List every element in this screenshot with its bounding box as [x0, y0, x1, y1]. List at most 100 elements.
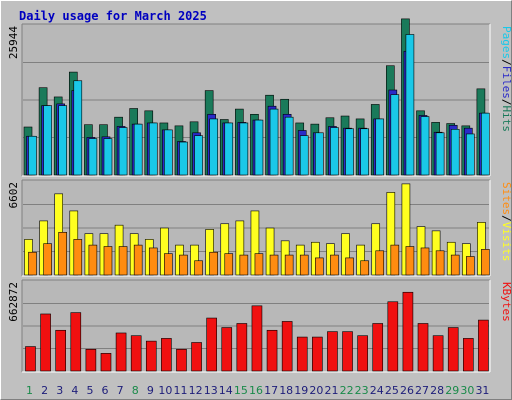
kbytes-panel: 662872 KBytes: [7, 279, 512, 373]
kbytes-bar: [312, 336, 323, 372]
kbytes-bar: [236, 323, 248, 372]
visits-panel-legend: Sites/Visits: [500, 182, 512, 262]
chart-title: Daily usage for March 2025: [19, 9, 207, 23]
day-label: 10: [158, 384, 172, 397]
day-label: 22: [340, 384, 354, 397]
day-label: 14: [219, 384, 233, 397]
kbytes-bar: [55, 329, 66, 372]
day-label: 29: [445, 384, 459, 397]
hits-panel-max-label: 25944: [7, 26, 20, 59]
kbytes-bar: [85, 348, 97, 372]
pages-bar: [239, 122, 249, 176]
sites-bar: [28, 251, 37, 276]
pages-bar: [148, 122, 158, 176]
kbytes-bar: [191, 342, 202, 372]
legend-item: KBytes: [500, 282, 512, 322]
pages-bar: [405, 34, 415, 176]
legend-item: /: [500, 99, 512, 106]
sites-bar: [269, 254, 279, 276]
hits-panel-legend: Pages/Files/Hits: [500, 26, 512, 132]
legend-item: Hits: [500, 106, 512, 133]
pages-bar: [179, 141, 188, 176]
legend-item: /: [500, 59, 512, 66]
sites-bar: [209, 251, 218, 276]
day-label: 15: [234, 384, 248, 397]
kbytes-bar: [221, 327, 233, 372]
pages-bar: [375, 118, 385, 176]
pages-bar: [194, 135, 203, 176]
sites-bar: [224, 253, 234, 276]
sites-bar: [420, 247, 430, 276]
pages-bar: [466, 133, 475, 176]
pages-bar: [88, 138, 98, 176]
day-label: 24: [370, 384, 384, 397]
pages-bar: [284, 116, 294, 176]
pages-bar: [390, 94, 400, 176]
day-label: 27: [415, 384, 429, 397]
kbytes-bar: [130, 335, 142, 372]
legend-item: Files: [500, 66, 512, 99]
kbytes-bar: [70, 312, 82, 372]
pages-bar: [224, 122, 234, 176]
day-axis-labels: 1 2 3 4 5 6 7 8 9 10 11 12 13 14 15 16 17 18 19 20 21 22 23 24 2…: [26, 384, 489, 397]
pages-bar: [28, 135, 37, 176]
sites-bar: [133, 244, 143, 276]
pages-bar: [43, 105, 52, 176]
hits-panel: 25944 Pages/Files/Hits: [7, 18, 512, 177]
pages-bar: [103, 138, 113, 176]
day-label: 20: [309, 384, 323, 397]
day-label: 16: [249, 384, 263, 397]
sites-bar: [164, 253, 173, 276]
sites-bar: [148, 247, 158, 276]
day-label: 9: [147, 384, 154, 397]
pages-bar: [435, 132, 445, 176]
day-label: 13: [204, 384, 218, 397]
pages-bar: [254, 119, 264, 176]
kbytes-bar: [372, 323, 384, 372]
day-label: 11: [174, 384, 188, 397]
pages-bar: [481, 112, 490, 176]
day-label: 3: [56, 384, 63, 397]
pages-bar: [58, 105, 67, 176]
sites-bar: [88, 244, 98, 276]
pages-bar: [133, 123, 143, 176]
kbytes-bar: [327, 331, 338, 372]
kbytes-bar: [417, 323, 429, 372]
legend-item: Sites: [500, 182, 512, 215]
sites-bar: [315, 257, 324, 276]
day-label: 8: [132, 384, 139, 397]
pages-bar: [450, 129, 460, 176]
sites-bar: [103, 246, 113, 276]
visits-panel-max-label: 6602: [7, 182, 20, 209]
kbytes-bar: [251, 305, 263, 372]
kbytes-bar: [206, 317, 217, 372]
kbytes-bar: [115, 332, 127, 372]
sites-bar: [118, 246, 128, 276]
day-label: 25: [385, 384, 399, 397]
kbytes-bar: [447, 327, 459, 372]
kbytes-bar: [402, 291, 414, 372]
pages-bar: [269, 108, 279, 176]
sites-bar: [179, 254, 188, 276]
kbytes-bar: [281, 321, 293, 372]
day-label: 6: [102, 384, 109, 397]
day-label: 26: [400, 384, 414, 397]
pages-bar: [420, 116, 430, 176]
day-label: 17: [264, 384, 278, 397]
legend-item: Visits: [500, 222, 512, 262]
day-label: 2: [41, 384, 48, 397]
sites-bar: [239, 254, 249, 276]
pages-bar: [315, 132, 324, 176]
day-label: 21: [324, 384, 338, 397]
kbytes-bar: [40, 313, 51, 372]
legend-item: Pages: [500, 26, 512, 59]
day-label: 1: [26, 384, 33, 397]
day-label: 23: [355, 384, 369, 397]
kbytes-bar: [463, 338, 474, 372]
sites-bar: [405, 246, 415, 276]
sites-bar: [284, 254, 294, 276]
sites-bar: [466, 256, 475, 276]
kbytes-bar: [357, 335, 368, 372]
